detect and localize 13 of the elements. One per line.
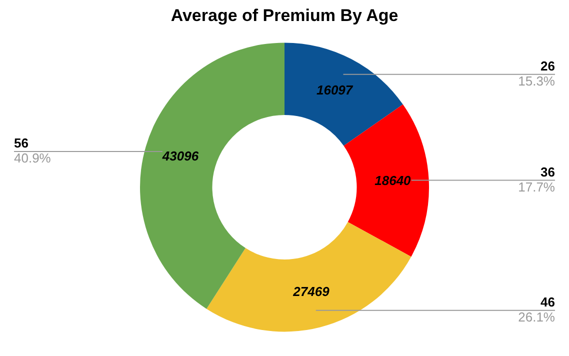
data-label: 18640 [374,172,412,188]
slice-label: 46 [540,294,555,310]
slice-label: 26 [540,58,555,74]
text: 15.3% [518,74,555,88]
data-label: 27469 [292,284,330,299]
text: 40.9% [14,150,51,166]
text: 17.7% [518,179,555,194]
slice-label: 56 [14,136,28,151]
slice-label: 36 [540,164,555,180]
data-label: 16097 [316,82,354,98]
data-label: 43096 [161,148,200,164]
text: 26.1% [518,310,555,325]
chart-title: Average of Premium By Age [170,6,398,25]
